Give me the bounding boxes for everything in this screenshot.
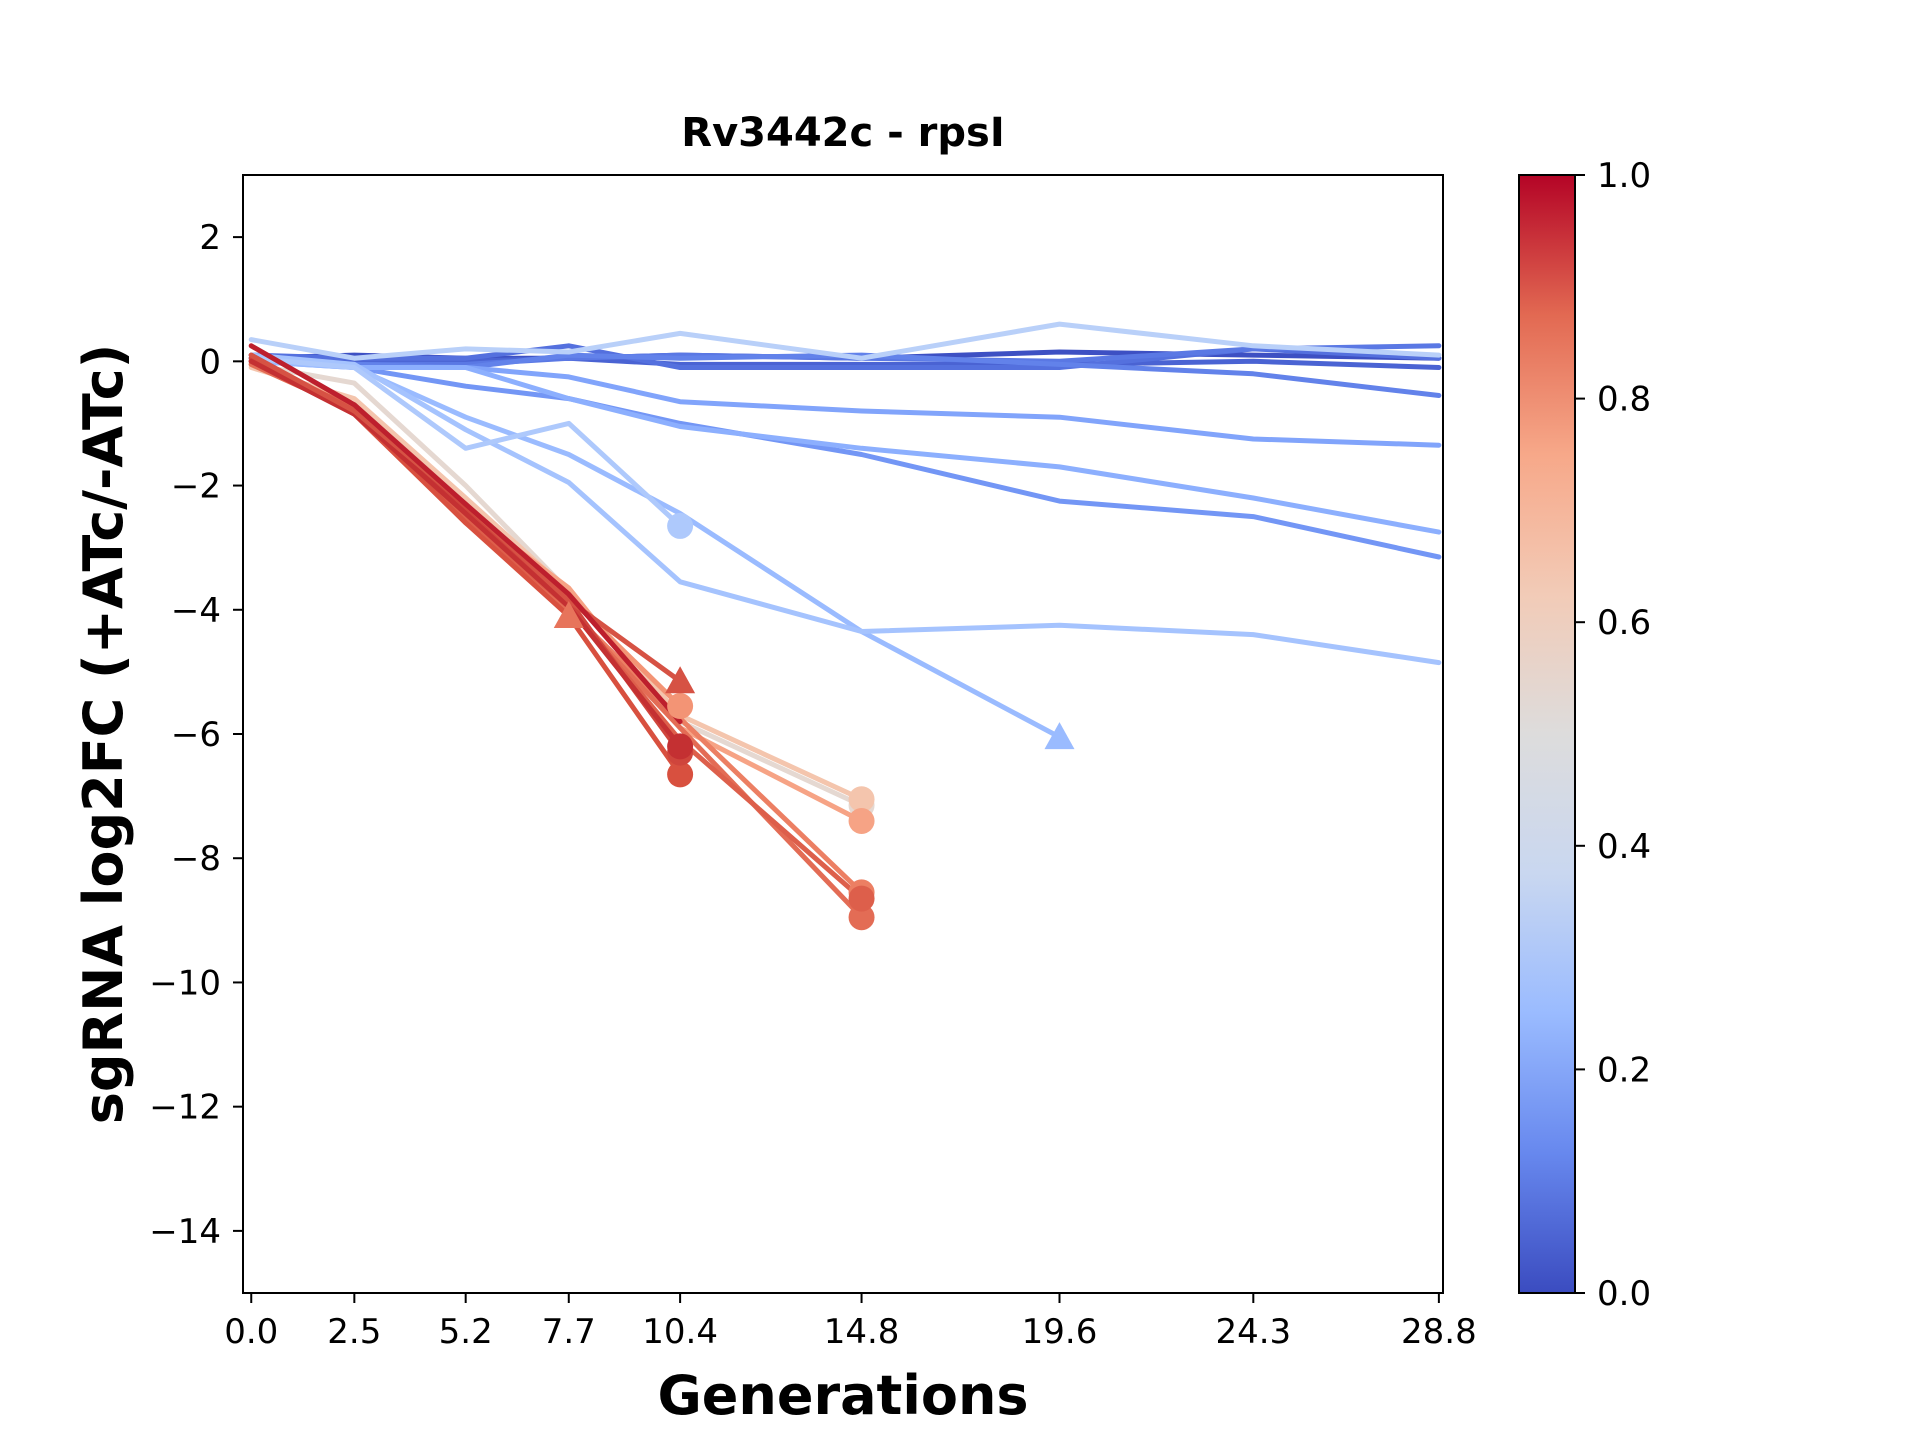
x-tick-label: 2.5 xyxy=(327,1312,381,1352)
series-end-marker-9 xyxy=(1044,722,1075,750)
plot-area xyxy=(242,174,1444,1294)
y-tick-label: −10 xyxy=(149,963,221,1003)
colorbar-tick-label: 1.0 xyxy=(1597,156,1651,196)
y-tick-label: −6 xyxy=(171,715,221,755)
series-line-13 xyxy=(248,361,865,808)
series-end-marker-18 xyxy=(553,600,584,628)
x-tick-label: 10.4 xyxy=(642,1312,718,1352)
colorbar-tick-label: 0.0 xyxy=(1597,1274,1651,1314)
marker-layer xyxy=(553,512,1075,931)
x-tick-label: 5.2 xyxy=(439,1312,493,1352)
y-tick-label: −8 xyxy=(171,839,221,879)
series-line-11 xyxy=(248,355,683,529)
chart-title: Rv3442c - rpsI xyxy=(681,110,1004,156)
series-end-marker-16 xyxy=(667,693,694,720)
series-layer xyxy=(248,321,1442,920)
series-end-marker-15 xyxy=(848,807,875,834)
x-tick-label: 28.8 xyxy=(1401,1312,1477,1352)
series-line-23 xyxy=(248,358,683,749)
series-end-marker-24 xyxy=(665,666,696,694)
colorbar-tick-label: 0.8 xyxy=(1597,380,1651,420)
colorbar-gradient xyxy=(1519,175,1575,1293)
series-line-6 xyxy=(248,352,1442,560)
x-axis: 0.0 2.5 5.2 7.7 10.4 14.8 19.6 24.3 28.8 xyxy=(224,1293,1477,1352)
colorbar-ticks: 0.0 0.2 0.4 0.6 0.8 1.0 xyxy=(1575,156,1651,1314)
colorbar-tick-label: 0.4 xyxy=(1597,827,1651,867)
y-axis-label: sgRNA log2FC (+ATc/-ATc) xyxy=(72,344,135,1125)
x-tick-label: 24.3 xyxy=(1215,1312,1291,1352)
series-line-12 xyxy=(248,321,1442,361)
plot-background xyxy=(243,175,1443,1293)
y-tick-label: −12 xyxy=(149,1088,221,1128)
y-axis: 2 0 −2 −4 −6 −8 −10 −12 −14 xyxy=(149,218,243,1252)
y-tick-label: 0 xyxy=(199,342,221,382)
colorbar: 0.0 0.2 0.4 0.6 0.8 1.0 xyxy=(1518,156,1651,1314)
series-end-marker-23 xyxy=(667,733,694,760)
colorbar-tick-label: 0.6 xyxy=(1597,603,1651,643)
series-end-marker-20 xyxy=(848,885,875,912)
x-tick-label: 0.0 xyxy=(224,1312,278,1352)
y-tick-label: −14 xyxy=(149,1212,221,1252)
x-tick-label: 19.6 xyxy=(1022,1312,1098,1352)
x-tick-label: 7.7 xyxy=(542,1312,596,1352)
series-end-marker-21 xyxy=(667,761,694,788)
series-end-marker-11 xyxy=(667,512,694,539)
y-tick-label: −4 xyxy=(171,591,221,631)
colorbar-frame xyxy=(1518,174,1576,1294)
series-line-2 xyxy=(248,355,1442,370)
y-tick-label: −2 xyxy=(171,467,221,507)
colorbar-tick-label: 0.2 xyxy=(1597,1050,1651,1090)
series-end-marker-14 xyxy=(848,786,875,813)
series-end-marker-19 xyxy=(848,904,875,931)
series-line-8 xyxy=(248,358,1442,535)
series-line-25 xyxy=(248,343,683,725)
series-line-10 xyxy=(248,352,1442,666)
x-axis-label: Generations xyxy=(657,1364,1028,1427)
y-tick-label: 2 xyxy=(199,218,221,258)
x-tick-label: 14.8 xyxy=(824,1312,900,1352)
